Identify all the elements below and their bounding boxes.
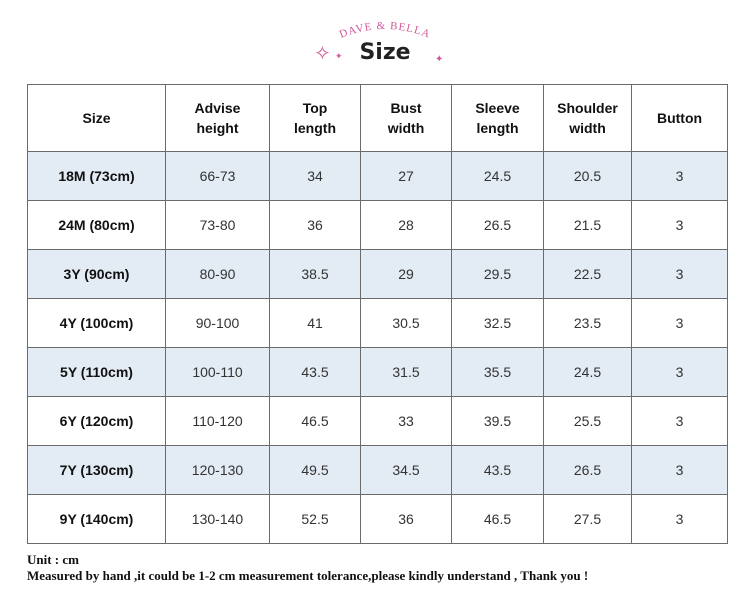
header: DAVE & BELLA ✧ ✦ ✦ Size: [0, 0, 750, 84]
table-cell: 22.5: [543, 249, 632, 299]
table-cell: 39.5: [451, 396, 544, 446]
table-cell: 27.5: [543, 494, 632, 544]
brand-logo: DAVE & BELLA: [338, 20, 433, 41]
table-cell: 80-90: [165, 249, 270, 299]
table-cell: 23.5: [543, 298, 632, 348]
table-row: 18M (73cm) 66-73 34 27 24.5 20.5 3: [27, 151, 728, 201]
size-cell: 9Y (140cm): [27, 494, 166, 544]
table-cell: 3: [631, 298, 728, 348]
table-cell: 24.5: [451, 151, 544, 201]
small-sparkle-icon: ✦: [335, 52, 343, 62]
table-cell: 130-140: [165, 494, 270, 544]
table-cell: 3: [631, 249, 728, 299]
table-cell: 3: [631, 151, 728, 201]
column-header: Size: [27, 84, 166, 152]
column-header: Button: [631, 84, 728, 152]
table-cell: 29.5: [451, 249, 544, 299]
table-cell: 66-73: [165, 151, 270, 201]
table-row: 24M (80cm) 73-80 36 28 26.5 21.5 3: [27, 200, 728, 250]
table-row: 9Y (140cm) 130-140 52.5 36 46.5 27.5 3: [27, 494, 728, 544]
table-cell: 27: [360, 151, 452, 201]
size-cell: 24M (80cm): [27, 200, 166, 250]
table-cell: 31.5: [360, 347, 452, 397]
size-cell: 6Y (120cm): [27, 396, 166, 446]
size-cell: 4Y (100cm): [27, 298, 166, 348]
small-sparkle-icon: ✦: [435, 54, 444, 65]
column-header: Bust width: [360, 84, 452, 152]
table-cell: 35.5: [451, 347, 544, 397]
table-cell: 43.5: [451, 445, 544, 495]
table-cell: 100-110: [165, 347, 270, 397]
table-cell: 28: [360, 200, 452, 250]
table-cell: 46.5: [269, 396, 361, 446]
table-cell: 34.5: [360, 445, 452, 495]
size-cell: 7Y (130cm): [27, 445, 166, 495]
table-cell: 24.5: [543, 347, 632, 397]
table-cell: 110-120: [165, 396, 270, 446]
table-cell: 3: [631, 200, 728, 250]
table-cell: 73-80: [165, 200, 270, 250]
table-row: 4Y (100cm) 90-100 41 30.5 32.5 23.5 3: [27, 298, 728, 348]
sparkle-icon: ✧: [314, 41, 331, 65]
table-row: 6Y (120cm) 110-120 46.5 33 39.5 25.5 3: [27, 396, 728, 446]
table-cell: 3: [631, 445, 728, 495]
table-cell: 49.5: [269, 445, 361, 495]
table-cell: 20.5: [543, 151, 632, 201]
table-header-row: Size Advise height Top length Bust width Sl…: [27, 84, 728, 152]
table-cell: 3: [631, 494, 728, 544]
table-cell: 26.5: [543, 445, 632, 495]
table-cell: 36: [269, 200, 361, 250]
table-row: 5Y (110cm) 100-110 43.5 31.5 35.5 24.5 3: [27, 347, 728, 397]
size-cell: 5Y (110cm): [27, 347, 166, 397]
table-cell: 21.5: [543, 200, 632, 250]
table-cell: 46.5: [451, 494, 544, 544]
column-header: Top length: [269, 84, 361, 152]
table-cell: 36: [360, 494, 452, 544]
table-cell: 43.5: [269, 347, 361, 397]
size-chart-table: Size Advise height Top length Bust width Sl…: [27, 84, 728, 544]
table-cell: 52.5: [269, 494, 361, 544]
table-cell: 33: [360, 396, 452, 446]
column-header: Advise height: [165, 84, 270, 152]
table-cell: 34: [269, 151, 361, 201]
table-cell: 32.5: [451, 298, 544, 348]
unit-note: Unit : cm: [27, 552, 79, 567]
table-row: 7Y (130cm) 120-130 49.5 34.5 43.5 26.5 3: [27, 445, 728, 495]
table-cell: 120-130: [165, 445, 270, 495]
table-cell: 41: [269, 298, 361, 348]
table-cell: 26.5: [451, 200, 544, 250]
column-header: Shoulder width: [543, 84, 632, 152]
tolerance-note: Measured by hand ,it could be 1-2 cm mea…: [27, 568, 589, 583]
size-cell: 3Y (90cm): [27, 249, 166, 299]
page-title: Size: [359, 40, 411, 65]
table-cell: 3: [631, 347, 728, 397]
table-cell: 29: [360, 249, 452, 299]
table-cell: 25.5: [543, 396, 632, 446]
brand-text: DAVE & BELLA: [338, 20, 433, 41]
table-cell: 30.5: [360, 298, 452, 348]
table-cell: 3: [631, 396, 728, 446]
table-cell: 38.5: [269, 249, 361, 299]
column-header: Sleeve length: [451, 84, 544, 152]
table-row: 3Y (90cm) 80-90 38.5 29 29.5 22.5 3: [27, 249, 728, 299]
size-cell: 18M (73cm): [27, 151, 166, 201]
table-cell: 90-100: [165, 298, 270, 348]
